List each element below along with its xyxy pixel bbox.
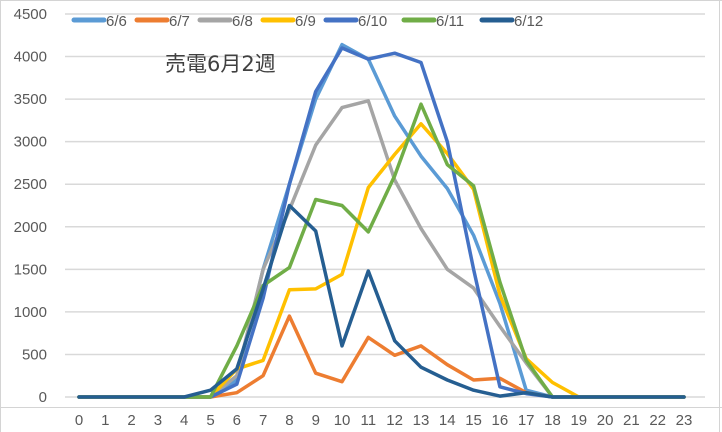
x-tick-label: 1 bbox=[101, 412, 109, 429]
series-line-6-11 bbox=[77, 102, 686, 399]
legend-label: 6/12 bbox=[514, 13, 543, 30]
x-tick-label: 11 bbox=[361, 412, 377, 429]
x-tick-label: 18 bbox=[544, 412, 561, 429]
y-tick-label: 0 bbox=[39, 389, 47, 406]
legend-label: 6/8 bbox=[232, 13, 253, 30]
x-tick-label: 20 bbox=[597, 412, 614, 429]
sheet-gridline-right bbox=[719, 0, 720, 432]
legend-label: 6/10 bbox=[358, 13, 387, 30]
sheet-gridline-axis-row bbox=[0, 407, 722, 408]
legend-label: 6/9 bbox=[295, 13, 316, 30]
x-tick-label: 2 bbox=[127, 412, 135, 429]
y-tick-label: 3500 bbox=[14, 91, 47, 108]
x-tick-label: 15 bbox=[465, 412, 482, 429]
x-tick-label: 9 bbox=[312, 412, 320, 429]
legend-label: 6/11 bbox=[436, 13, 464, 30]
legend-item-6-7: 6/7 bbox=[134, 13, 190, 30]
y-axis-tick-labels: 0 500 1000 1500 2000 2500 3000 3500 4000 4500 bbox=[14, 6, 47, 406]
y-tick-label: 1500 bbox=[14, 261, 47, 278]
x-tick-label: 12 bbox=[386, 412, 403, 429]
x-tick-label: 23 bbox=[676, 412, 693, 429]
x-tick-label: 0 bbox=[75, 412, 83, 429]
y-gridlines bbox=[65, 13, 705, 398]
x-tick-label: 6 bbox=[233, 412, 241, 429]
x-tick-label: 17 bbox=[518, 412, 535, 429]
x-axis-tick-labels: 0 1 2 3 4 5 6 7 8 9 10 11 12 13 14 15 16 17 18 19 20 21 22 23 bbox=[75, 412, 693, 429]
x-tick-label: 21 bbox=[623, 412, 640, 429]
x-tick-label: 14 bbox=[439, 412, 456, 429]
legend-item-6-8: 6/8 bbox=[197, 13, 253, 30]
series-line-6-9 bbox=[77, 122, 686, 399]
series-line-6-8 bbox=[77, 99, 686, 399]
x-tick-label: 7 bbox=[259, 412, 267, 429]
data-series-lines bbox=[77, 42, 686, 399]
sheet-gridline-top bbox=[0, 0, 722, 1]
legend-label: 6/6 bbox=[106, 13, 127, 30]
y-tick-label: 3000 bbox=[14, 134, 47, 151]
series-line-6-12 bbox=[77, 203, 686, 399]
legend-item-6-11: 6/11 bbox=[401, 13, 464, 30]
y-tick-label: 1000 bbox=[14, 304, 47, 321]
y-tick-label: 2000 bbox=[14, 219, 47, 236]
legend-item-6-10: 6/10 bbox=[323, 13, 387, 30]
y-tick-label: 2500 bbox=[14, 176, 47, 193]
x-tick-label: 10 bbox=[334, 412, 351, 429]
series-line-6-6 bbox=[77, 42, 686, 399]
x-tick-label: 8 bbox=[285, 412, 293, 429]
x-tick-label: 5 bbox=[206, 412, 214, 429]
sheet-gridline-left bbox=[0, 0, 1, 432]
x-tick-label: 16 bbox=[492, 412, 509, 429]
chart-title: 売電6月2週 bbox=[165, 52, 276, 76]
y-tick-label: 4000 bbox=[14, 49, 47, 66]
legend-item-6-12: 6/12 bbox=[479, 13, 543, 30]
legend-label: 6/7 bbox=[169, 13, 190, 30]
legend-item-6-6: 6/6 bbox=[71, 13, 127, 30]
y-tick-label: 4500 bbox=[14, 6, 47, 23]
legend: 6/6 6/7 6/8 6/9 6/10 6/11 6/12 bbox=[71, 13, 543, 30]
x-tick-label: 22 bbox=[649, 412, 666, 429]
legend-item-6-9: 6/9 bbox=[260, 13, 316, 30]
x-tick-label: 19 bbox=[570, 412, 587, 429]
y-tick-label: 500 bbox=[22, 346, 47, 363]
x-tick-label: 3 bbox=[154, 412, 162, 429]
series-line-6-7 bbox=[77, 314, 686, 399]
x-tick-label: 4 bbox=[180, 412, 188, 429]
x-tick-label: 13 bbox=[413, 412, 430, 429]
